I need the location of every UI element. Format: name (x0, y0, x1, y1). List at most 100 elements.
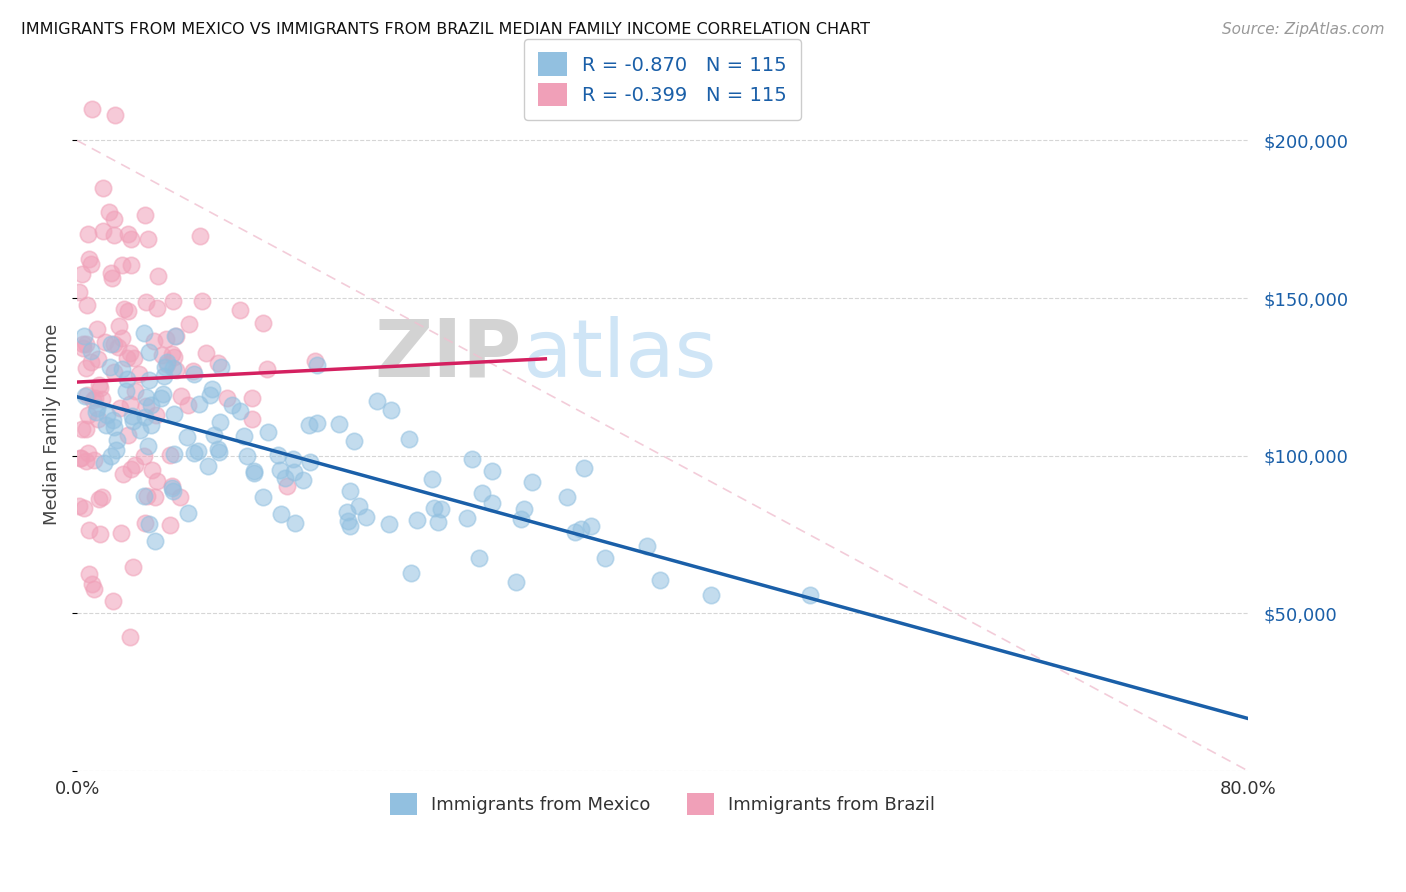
Point (337, 514, 360, 528)
Point (118, 397, 141, 411)
Point (72, 341, 94, 355)
Point (86, 401, 108, 415)
Point (163, 446, 186, 460)
Point (111, 331, 134, 345)
Point (93, 180, 115, 194)
Point (91, 224, 114, 238)
Point (183, 367, 205, 381)
Point (163, 350, 186, 364)
Point (75, 453, 97, 467)
Point (105, 433, 128, 447)
Point (122, 560, 145, 574)
Point (82, 392, 104, 407)
Point (98, 205, 121, 219)
Point (420, 472, 443, 486)
Point (399, 566, 422, 581)
Point (94, 334, 117, 349)
Point (207, 356, 229, 370)
Point (83, 392, 105, 406)
Point (799, 588, 821, 602)
Point (156, 357, 179, 371)
Point (143, 490, 166, 504)
Point (177, 506, 200, 520)
Point (80, 344, 103, 359)
Point (73, 329, 96, 343)
Point (91, 392, 114, 406)
Point (84, 405, 107, 419)
Point (328, 417, 350, 431)
Point (96, 408, 118, 422)
Point (304, 354, 326, 368)
Point (146, 269, 169, 284)
Point (100, 270, 122, 285)
Point (135, 489, 157, 503)
Point (252, 316, 274, 330)
Point (143, 534, 166, 549)
Point (120, 259, 142, 273)
Point (120, 232, 142, 246)
Point (70, 267, 93, 281)
Point (165, 328, 187, 343)
Point (103, 211, 125, 226)
Point (336, 505, 359, 519)
Point (103, 366, 125, 380)
Point (150, 347, 173, 361)
Point (188, 229, 211, 244)
Point (103, 337, 125, 351)
Point (94, 418, 117, 433)
Point (149, 391, 172, 405)
Point (152, 387, 174, 401)
Point (77, 252, 100, 266)
Point (80, 355, 103, 369)
Point (162, 361, 184, 376)
Point (70, 422, 93, 436)
Point (72, 337, 94, 351)
Text: atlas: atlas (522, 316, 716, 393)
Point (121, 414, 143, 428)
Point (69, 450, 91, 465)
Point (118, 630, 141, 644)
Point (117, 303, 139, 318)
Point (378, 516, 401, 531)
Point (136, 439, 159, 453)
Point (135, 390, 157, 404)
Point (243, 465, 266, 479)
Point (354, 510, 377, 524)
Text: IMMIGRANTS FROM MEXICO VS IMMIGRANTS FROM BRAZIL MEDIAN FAMILY INCOME CORRELATIO: IMMIGRANTS FROM MEXICO VS IMMIGRANTS FRO… (21, 22, 870, 37)
Point (422, 500, 444, 515)
Point (221, 398, 243, 412)
Point (77, 408, 100, 422)
Point (104, 443, 127, 458)
Point (75, 361, 97, 376)
Point (89, 380, 111, 394)
Point (183, 364, 205, 378)
Point (481, 496, 503, 510)
Point (75, 422, 97, 436)
Point (636, 539, 658, 553)
Point (98, 359, 121, 374)
Point (91, 490, 114, 504)
Point (201, 382, 224, 396)
Point (398, 432, 420, 446)
Legend: Immigrants from Mexico, Immigrants from Brazil: Immigrants from Mexico, Immigrants from … (381, 784, 945, 824)
Point (86, 322, 108, 336)
Point (513, 501, 536, 516)
Point (155, 359, 177, 374)
Point (276, 479, 298, 493)
Point (555, 490, 578, 504)
Point (103, 413, 125, 427)
Text: Source: ZipAtlas.com: Source: ZipAtlas.com (1222, 22, 1385, 37)
Point (236, 450, 259, 464)
Point (593, 551, 616, 566)
Point (146, 301, 169, 316)
Point (163, 407, 186, 421)
Point (256, 425, 278, 440)
Point (165, 362, 187, 376)
Point (146, 474, 169, 488)
Point (76, 227, 98, 242)
Point (229, 302, 252, 317)
Point (134, 209, 156, 223)
Point (169, 490, 191, 504)
Point (115, 351, 138, 365)
Point (124, 458, 146, 472)
